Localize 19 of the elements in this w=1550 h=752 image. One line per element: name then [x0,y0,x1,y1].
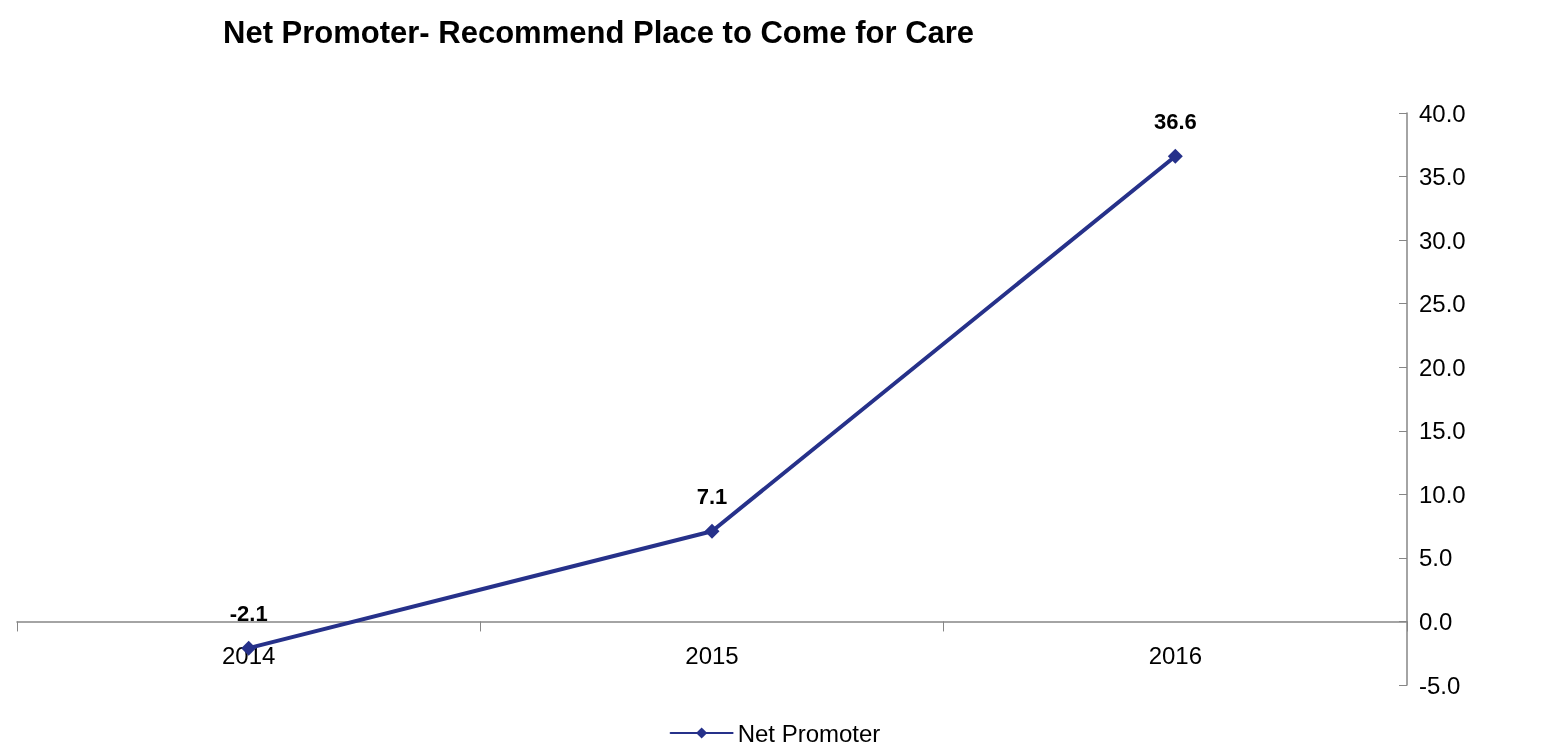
data-label: -2.1 [229,601,268,627]
y-tick-label: 0.0 [1419,607,1453,635]
y-tick-label: 20.0 [1419,353,1466,381]
y-tick-label: -5.0 [1419,671,1461,699]
point [704,523,720,539]
y-tick-label: 25.0 [1419,290,1466,318]
y-tick-label: 40.0 [1419,99,1466,127]
chart-title: Net Promoter- Recommend Place to Come for Care [223,15,975,50]
y-tick-label: 15.0 [1419,417,1466,445]
point [1167,148,1183,164]
x-tick-label: 2016 [1148,641,1203,669]
y-tick-label: 35.0 [1419,163,1466,191]
y-tick-label: 5.0 [1419,544,1453,572]
x-tick-label: 2015 [685,641,739,669]
data-label: 36.6 [1153,109,1197,135]
y-tick-label: 10.0 [1419,480,1466,508]
data-label: 7.1 [696,484,728,510]
legend-label: Net Promoter [737,719,881,747]
y-tick-label: 30.0 [1419,226,1466,254]
